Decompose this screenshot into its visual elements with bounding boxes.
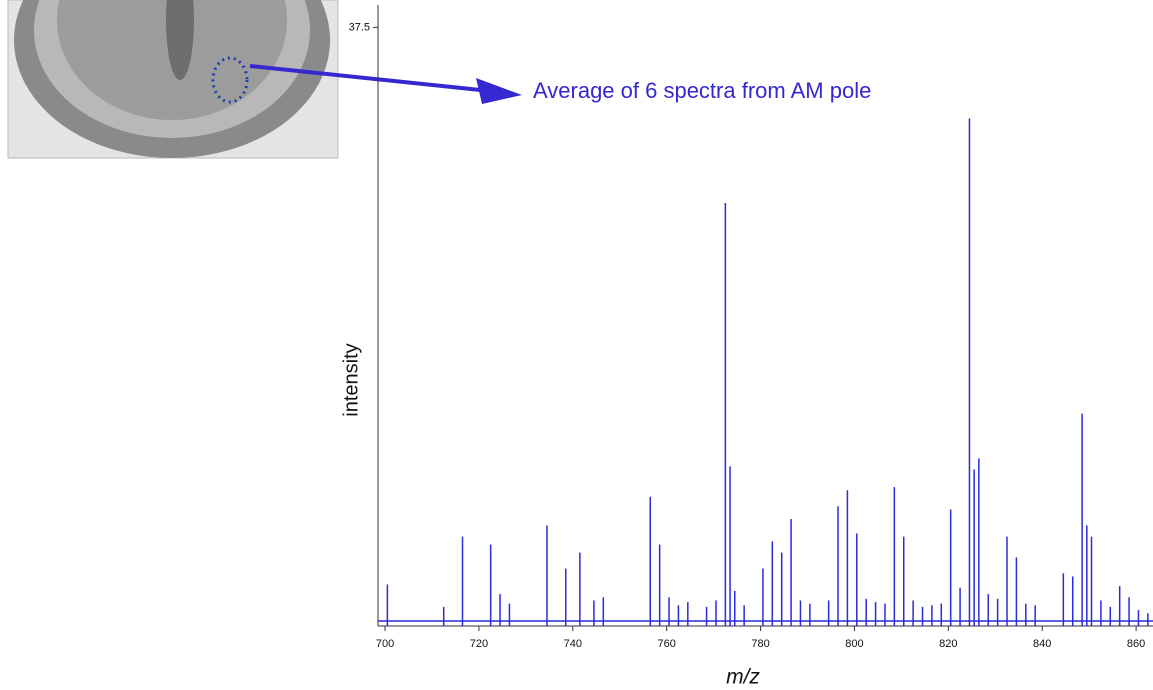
arrow-head — [476, 78, 522, 104]
tissue-image — [7, 0, 339, 159]
x-tick-label: 700 — [376, 638, 394, 650]
x-axis-label: m/z — [726, 666, 760, 689]
annotation: Average of 6 spectra from AM pole — [533, 78, 871, 103]
y-axis-label: intensity — [340, 343, 362, 416]
x-tick-label: 800 — [845, 638, 863, 650]
y-tick-label: 37.5 — [349, 21, 370, 33]
x-tick-label: 860 — [1127, 638, 1145, 650]
x-tick-label: 740 — [564, 638, 582, 650]
x-tick-label: 720 — [470, 638, 488, 650]
arrow-shaft — [249, 64, 491, 93]
region-marker — [211, 56, 249, 104]
x-tick-label: 820 — [939, 638, 957, 650]
tissue-core — [166, 0, 194, 80]
x-tick-label: 780 — [751, 638, 769, 650]
x-tick-label: 760 — [658, 638, 676, 650]
x-tick-label: 840 — [1033, 638, 1051, 650]
